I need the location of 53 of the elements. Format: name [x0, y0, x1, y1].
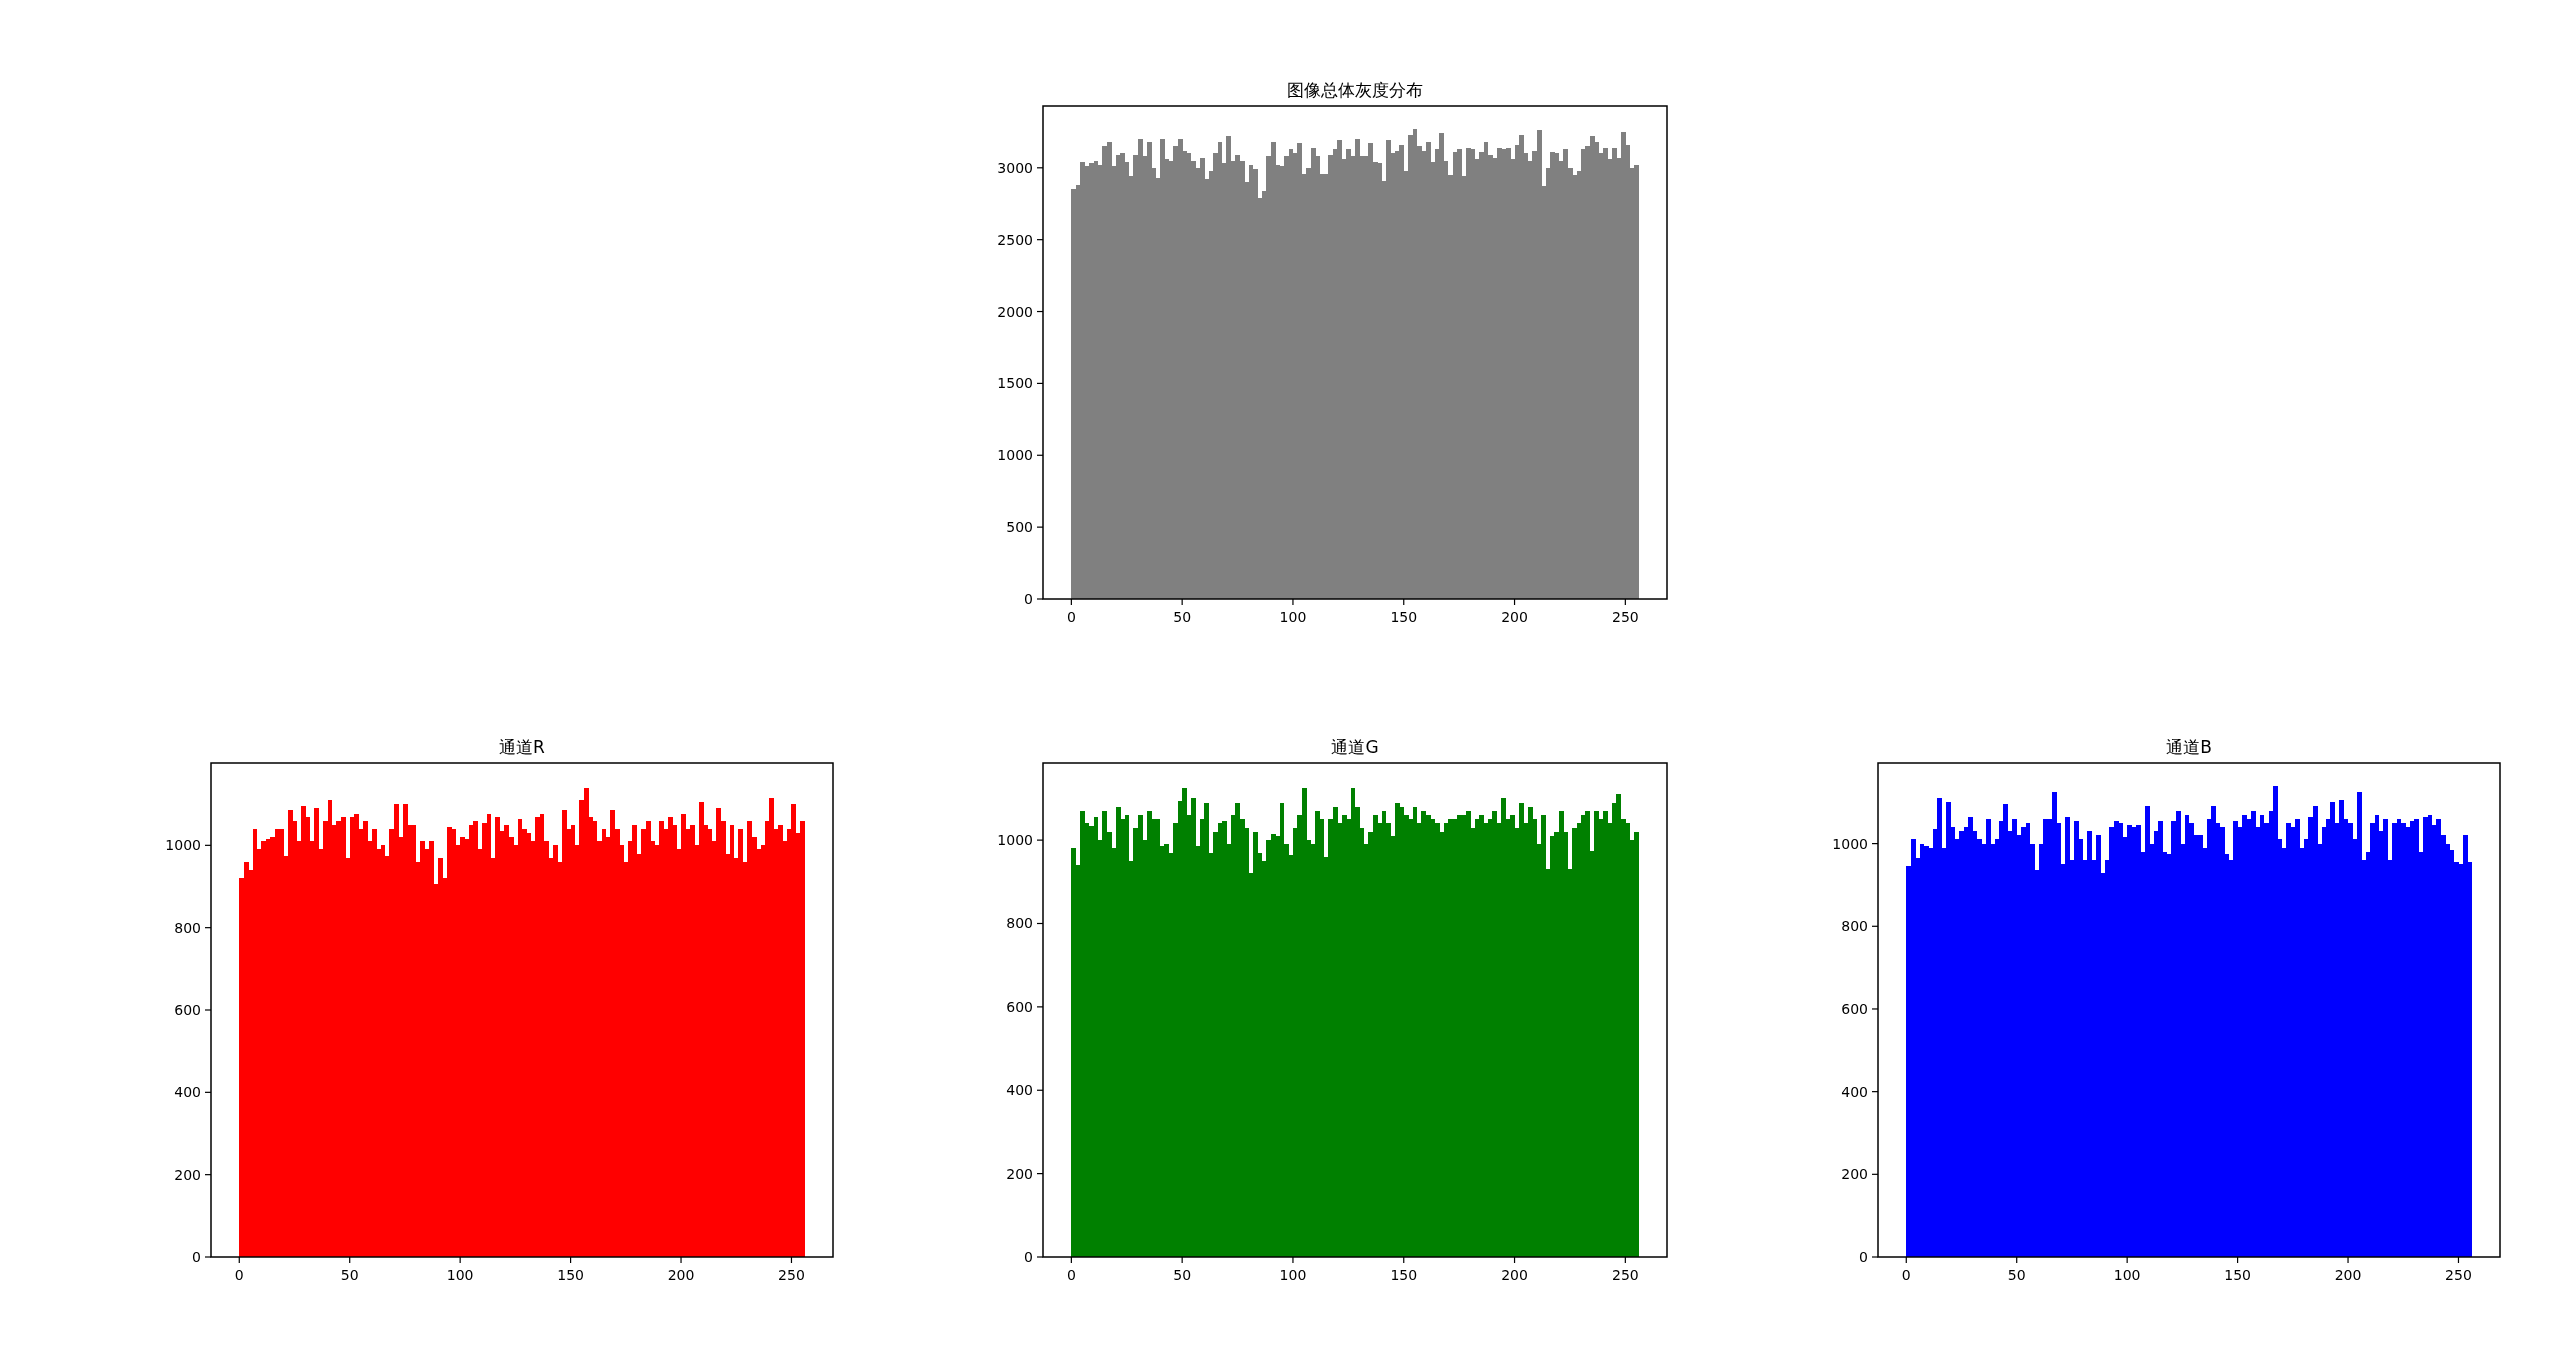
y-tick-label: 400: [174, 1084, 201, 1101]
y-tick-label: 600: [1841, 1000, 1868, 1017]
x-tick-label: 0: [1901, 1267, 1911, 1283]
y-tick-label: 3000: [997, 159, 1033, 176]
x-tick-label: 250: [778, 1267, 805, 1283]
x-tick-label: 200: [667, 1267, 695, 1283]
x-tick-label: 150: [2224, 1267, 2251, 1283]
x-tick-label: 200: [1501, 609, 1528, 625]
x-tick-label: 100: [2113, 1267, 2141, 1283]
y-tick-label: 1000: [1832, 835, 1868, 852]
y-tick-label: 400: [1841, 1083, 1868, 1100]
y-tick-label: 2000: [997, 303, 1033, 320]
y-tick-label: 500: [1006, 519, 1033, 536]
y-tick-label: 0: [1024, 1249, 1033, 1265]
x-tick-label: 50: [1173, 1267, 1192, 1283]
x-tick-label: 0: [1066, 1267, 1076, 1283]
y-tick-label: 1000: [997, 832, 1033, 849]
x-tick-label: 50: [340, 1267, 359, 1283]
y-tick-label: 0: [1024, 591, 1033, 607]
x-tick-label: 150: [1390, 609, 1418, 625]
x-tick-label: 0: [234, 1267, 244, 1283]
chart-title: 通道R: [499, 737, 546, 757]
y-tick-label: 1000: [165, 837, 201, 854]
y-tick-label: 400: [1006, 1082, 1033, 1099]
x-tick-label: 200: [2334, 1267, 2362, 1283]
x-tick-label: 100: [1279, 1267, 1307, 1283]
x-tick-label: 100: [446, 1267, 474, 1283]
y-tick-label: 800: [1006, 915, 1033, 932]
y-tick-label: 800: [174, 919, 201, 936]
x-tick-label: 250: [1611, 609, 1639, 625]
y-tick-label: 1500: [997, 375, 1033, 392]
x-tick-label: 150: [557, 1267, 584, 1283]
y-tick-label: 0: [1859, 1249, 1868, 1265]
y-tick-label: 600: [1006, 998, 1033, 1015]
x-tick-label: 50: [2007, 1267, 2026, 1283]
chart-title: 通道B: [2166, 737, 2212, 757]
y-tick-label: 200: [1006, 1165, 1033, 1182]
y-tick-label: 2500: [997, 231, 1033, 248]
x-tick-label: 250: [2445, 1267, 2472, 1283]
x-tick-label: 150: [1390, 1267, 1418, 1283]
y-tick-label: 800: [1841, 918, 1868, 935]
y-tick-label: 600: [174, 1002, 201, 1018]
x-tick-label: 250: [1611, 1267, 1639, 1283]
y-tick-label: 200: [174, 1166, 201, 1183]
y-tick-label: 0: [192, 1249, 201, 1265]
y-tick-label: 200: [1841, 1166, 1868, 1183]
x-tick-label: 0: [1066, 609, 1076, 625]
chart-title: 通道G: [1331, 737, 1379, 757]
chart-title: 图像总体灰度分布: [1287, 80, 1423, 100]
x-tick-label: 100: [1279, 609, 1307, 625]
y-tick-label: 1000: [997, 447, 1033, 464]
x-tick-label: 50: [1173, 609, 1192, 625]
x-tick-label: 200: [1501, 1267, 1528, 1283]
